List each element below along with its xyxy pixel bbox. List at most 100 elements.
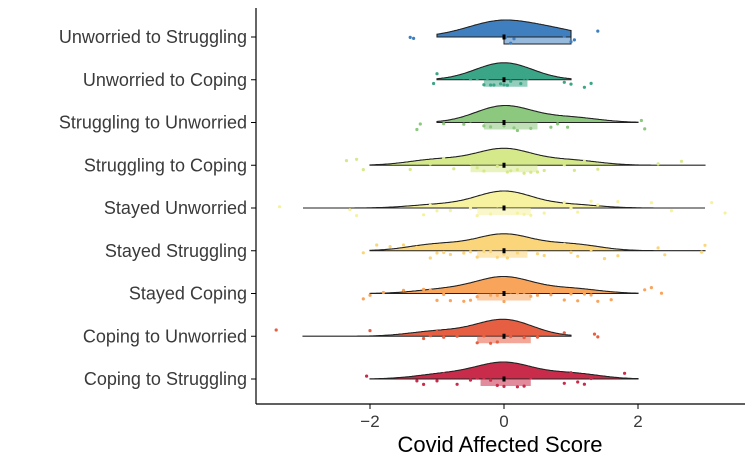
point-2-10 — [509, 116, 513, 120]
plot-layer — [274, 19, 727, 389]
point-7-6 — [448, 331, 452, 335]
point-2-21 — [643, 127, 647, 131]
point-0-12 — [572, 38, 577, 42]
y-label-0: Unworried to Struggling — [59, 27, 247, 47]
point-3-23 — [562, 163, 566, 167]
point-4-26 — [669, 209, 674, 213]
point-5-14 — [495, 255, 499, 259]
point-4-2 — [355, 214, 359, 218]
series-8 — [365, 361, 639, 389]
point-5-28 — [589, 248, 593, 252]
point-6-5 — [428, 288, 432, 292]
point-8-11 — [502, 384, 506, 388]
point-3-0 — [344, 159, 349, 163]
point-1-16 — [519, 82, 523, 86]
point-7-21 — [596, 335, 600, 339]
point-5-13 — [489, 250, 493, 254]
point-7-3 — [428, 334, 432, 338]
y-label-3: Struggling to Coping — [84, 155, 247, 175]
point-3-4 — [415, 161, 419, 165]
point-3-21 — [542, 168, 546, 173]
point-2-4 — [468, 119, 473, 123]
box-5 — [477, 250, 528, 258]
point-8-19 — [576, 380, 580, 384]
point-6-11 — [468, 298, 473, 302]
point-2-14 — [529, 126, 533, 130]
point-5-15 — [502, 252, 506, 256]
point-2-20 — [639, 118, 644, 123]
point-7-0 — [274, 328, 278, 332]
point-8-7 — [475, 376, 479, 380]
point-7-1 — [368, 329, 372, 333]
point-4-1 — [348, 208, 352, 212]
point-6-7 — [442, 292, 446, 296]
point-0-9 — [562, 34, 566, 38]
point-7-16 — [515, 328, 520, 332]
median-5 — [502, 248, 506, 254]
median-6 — [502, 291, 506, 296]
point-4-28 — [723, 211, 727, 215]
point-0-0 — [408, 35, 412, 40]
point-3-26 — [596, 167, 600, 171]
point-1-3 — [468, 77, 473, 81]
box-1 — [483, 79, 528, 87]
point-3-3 — [408, 167, 412, 172]
point-4-4 — [428, 203, 432, 207]
box-6 — [477, 293, 531, 301]
point-6-10 — [462, 299, 466, 303]
point-4-3 — [422, 213, 426, 217]
point-1-4 — [475, 77, 479, 81]
point-1-19 — [562, 80, 566, 84]
point-4-10 — [482, 200, 486, 204]
point-2-11 — [512, 126, 516, 130]
point-4-24 — [616, 200, 620, 204]
point-6-6 — [435, 298, 439, 302]
y-label-1: Unworried to Coping — [83, 70, 247, 90]
point-4-13 — [502, 199, 506, 204]
x-tick-label-0: −2 — [360, 412, 379, 431]
point-4-12 — [495, 204, 499, 208]
median-7 — [502, 333, 506, 339]
point-8-13 — [515, 385, 520, 389]
point-2-8 — [495, 114, 499, 118]
point-8-3 — [435, 379, 439, 383]
point-5-5 — [428, 256, 432, 260]
point-6-26 — [582, 292, 587, 296]
point-5-20 — [529, 243, 533, 247]
point-3-5 — [428, 162, 432, 166]
series-5 — [361, 233, 707, 261]
point-5-12 — [482, 249, 486, 253]
y-label-6: Stayed Coping — [129, 284, 247, 304]
point-8-1 — [415, 379, 419, 383]
point-5-22 — [542, 253, 546, 258]
point-5-9 — [462, 251, 466, 255]
point-7-12 — [495, 340, 499, 344]
point-0-13 — [596, 29, 600, 33]
point-3-16 — [509, 169, 513, 173]
point-7-9 — [475, 341, 479, 345]
point-5-11 — [475, 255, 479, 259]
point-0-6 — [505, 29, 509, 33]
series-4 — [277, 190, 727, 218]
point-5-2 — [388, 245, 392, 249]
box-7 — [477, 336, 531, 344]
point-8-21 — [589, 376, 593, 381]
point-5-24 — [556, 246, 560, 250]
point-5-10 — [468, 250, 473, 254]
point-6-31 — [649, 286, 654, 290]
point-3-28 — [679, 159, 684, 163]
density-4 — [303, 190, 705, 209]
point-4-6 — [442, 204, 446, 208]
y-labels: Unworried to Struggling Unworried to Copi… — [59, 27, 256, 389]
point-6-15 — [495, 293, 499, 297]
point-3-13 — [495, 164, 499, 168]
point-2-12 — [515, 128, 520, 133]
point-0-7 — [509, 41, 513, 45]
point-1-5 — [482, 83, 486, 87]
point-4-15 — [515, 211, 520, 215]
point-4-27 — [710, 201, 714, 205]
point-1-7 — [489, 83, 493, 87]
point-1-18 — [525, 76, 530, 80]
point-2-2 — [442, 122, 446, 126]
point-8-8 — [482, 376, 486, 380]
